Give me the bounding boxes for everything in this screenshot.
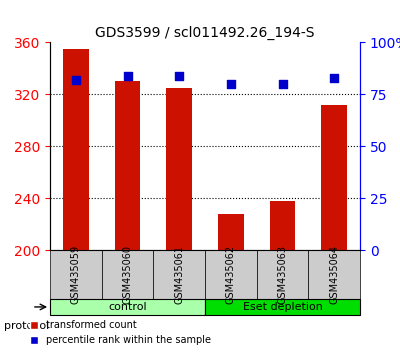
Text: GSM435061: GSM435061	[174, 245, 184, 304]
Point	[176, 73, 182, 79]
Legend: transformed count, percentile rank within the sample: transformed count, percentile rank withi…	[25, 316, 215, 349]
FancyBboxPatch shape	[50, 250, 102, 299]
FancyBboxPatch shape	[50, 299, 205, 315]
Title: GDS3599 / scl011492.26_194-S: GDS3599 / scl011492.26_194-S	[95, 26, 315, 40]
Point	[279, 81, 286, 87]
FancyBboxPatch shape	[205, 299, 360, 315]
Point	[73, 77, 79, 83]
Bar	[166, 88, 192, 250]
Bar	[270, 201, 296, 250]
Point	[124, 73, 131, 79]
Bar	[218, 214, 244, 250]
Text: GSM435064: GSM435064	[329, 245, 339, 304]
FancyBboxPatch shape	[257, 250, 308, 299]
FancyBboxPatch shape	[102, 250, 153, 299]
Text: GSM435060: GSM435060	[122, 245, 132, 304]
Text: GSM435059: GSM435059	[71, 245, 81, 304]
Bar	[63, 49, 89, 250]
FancyBboxPatch shape	[205, 250, 257, 299]
Point	[331, 75, 337, 81]
Text: GSM435062: GSM435062	[226, 245, 236, 304]
Text: protocol: protocol	[4, 321, 49, 331]
Text: Eset depletion: Eset depletion	[242, 302, 322, 312]
Point	[228, 81, 234, 87]
Text: GSM435063: GSM435063	[278, 245, 288, 304]
Text: control: control	[108, 302, 147, 312]
Bar	[114, 81, 140, 250]
Bar	[321, 105, 347, 250]
FancyBboxPatch shape	[308, 250, 360, 299]
FancyBboxPatch shape	[153, 250, 205, 299]
